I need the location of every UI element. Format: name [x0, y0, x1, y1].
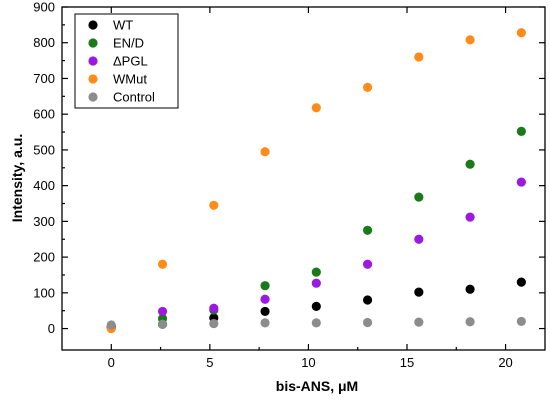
x-tick-label: 5	[206, 355, 213, 370]
point--pgl	[465, 212, 475, 222]
point-wt	[516, 277, 526, 287]
plot-frame	[61, 6, 546, 351]
point--pgl	[516, 177, 526, 187]
point-wmut	[516, 28, 526, 38]
point-wmut	[311, 103, 321, 113]
point-en-d	[516, 126, 526, 136]
point-wmut	[465, 35, 475, 45]
point-wt	[465, 284, 475, 294]
point--pgl	[311, 278, 321, 288]
point-wmut	[414, 52, 424, 62]
y-tick-label: 600	[33, 107, 55, 122]
point-wt	[311, 301, 321, 312]
point-en-d	[414, 192, 424, 202]
legend: WT EN/D ΔPGL WMut Control	[74, 13, 179, 109]
legend-marker	[88, 20, 98, 30]
point-en-d	[311, 267, 321, 277]
point-wmut	[260, 147, 270, 157]
y-tick-label: 200	[33, 250, 55, 265]
data-points	[106, 28, 526, 334]
point--pgl	[362, 259, 373, 269]
y-axis-title: Intensity, a.u.	[9, 134, 25, 222]
point--pgl	[260, 294, 270, 304]
point-wmut	[362, 82, 373, 92]
legend-label: WT	[113, 18, 133, 33]
point-control	[157, 319, 168, 329]
legend-label: WMut	[113, 72, 147, 87]
point--pgl	[157, 306, 168, 317]
point-wt	[362, 295, 373, 305]
point-wmut	[157, 259, 168, 269]
y-tick-label: 300	[33, 214, 55, 229]
point-control	[516, 316, 526, 327]
y-tick-label: 0	[48, 321, 55, 336]
legend-label: ΔPGL	[113, 54, 148, 69]
x-tick-label: 10	[301, 355, 315, 370]
point-control	[106, 320, 116, 330]
y-tick-label: 400	[33, 178, 55, 193]
point-en-d	[362, 225, 373, 235]
point-wmut	[209, 200, 219, 210]
legend-label: EN/D	[113, 36, 144, 51]
point-control	[260, 318, 270, 328]
legend-marker	[88, 56, 98, 66]
x-tick-label: 15	[400, 355, 414, 370]
y-tick-label: 100	[33, 285, 55, 300]
point-control	[414, 317, 424, 327]
point-en-d	[260, 281, 270, 291]
y-tick-label: 500	[33, 142, 55, 157]
x-axis-title: bis-ANS, μM	[276, 378, 358, 394]
y-tick-label: 800	[33, 35, 55, 50]
x-tick-label: 0	[108, 355, 115, 370]
legend-marker	[88, 74, 98, 84]
point-wt	[260, 306, 270, 317]
legend-label: Control	[113, 90, 155, 105]
point--pgl	[414, 234, 424, 244]
x-tick-label: 20	[498, 355, 512, 370]
point-control	[311, 318, 321, 328]
y-tick-label: 900	[33, 0, 55, 15]
point-control	[465, 317, 475, 327]
point-control	[362, 317, 373, 328]
point--pgl	[209, 303, 219, 313]
legend-marker	[88, 92, 98, 102]
point-en-d	[465, 159, 475, 169]
point-wt	[414, 287, 424, 297]
point-control	[209, 318, 219, 329]
y-tick-label: 700	[33, 71, 55, 86]
legend-marker	[88, 38, 98, 48]
